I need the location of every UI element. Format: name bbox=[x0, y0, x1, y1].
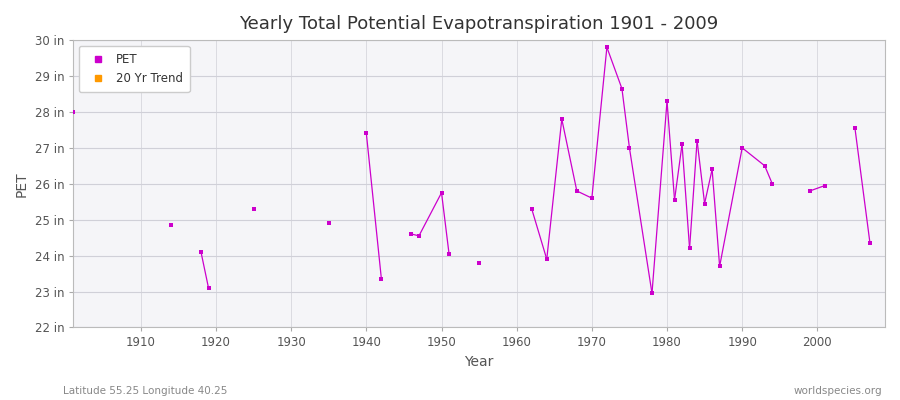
Point bbox=[321, 220, 336, 226]
Legend: PET, 20 Yr Trend: PET, 20 Yr Trend bbox=[79, 46, 190, 92]
Point bbox=[644, 290, 659, 296]
Point bbox=[247, 206, 261, 212]
Point bbox=[525, 206, 539, 212]
Point bbox=[818, 182, 832, 189]
Point bbox=[374, 276, 389, 282]
Point bbox=[675, 141, 689, 148]
Point bbox=[472, 260, 486, 266]
Point bbox=[540, 256, 554, 262]
Point bbox=[848, 125, 862, 131]
Point bbox=[803, 188, 817, 194]
Point bbox=[713, 263, 727, 270]
Point bbox=[66, 109, 80, 115]
Point bbox=[570, 188, 584, 194]
Point bbox=[758, 163, 772, 169]
Point bbox=[690, 138, 705, 144]
Text: Latitude 55.25 Longitude 40.25: Latitude 55.25 Longitude 40.25 bbox=[63, 386, 228, 396]
Point bbox=[863, 240, 878, 246]
X-axis label: Year: Year bbox=[464, 355, 494, 369]
Point bbox=[194, 249, 208, 255]
Point bbox=[622, 145, 636, 151]
Point bbox=[698, 200, 712, 207]
Point bbox=[660, 98, 674, 104]
Point bbox=[404, 231, 419, 237]
Point bbox=[615, 85, 629, 92]
Point bbox=[442, 250, 456, 257]
Text: worldspecies.org: worldspecies.org bbox=[794, 386, 882, 396]
Point bbox=[585, 195, 599, 201]
Point bbox=[599, 44, 614, 50]
Y-axis label: PET: PET bbox=[15, 171, 29, 196]
Point bbox=[735, 145, 750, 151]
Point bbox=[682, 245, 697, 252]
Point bbox=[202, 285, 216, 291]
Point bbox=[359, 130, 374, 137]
Point bbox=[705, 166, 719, 172]
Point bbox=[667, 197, 681, 203]
Point bbox=[435, 190, 449, 196]
Point bbox=[412, 233, 427, 239]
Point bbox=[765, 180, 779, 187]
Point bbox=[554, 116, 569, 122]
Point bbox=[164, 222, 178, 228]
Title: Yearly Total Potential Evapotranspiration 1901 - 2009: Yearly Total Potential Evapotranspiratio… bbox=[239, 15, 719, 33]
